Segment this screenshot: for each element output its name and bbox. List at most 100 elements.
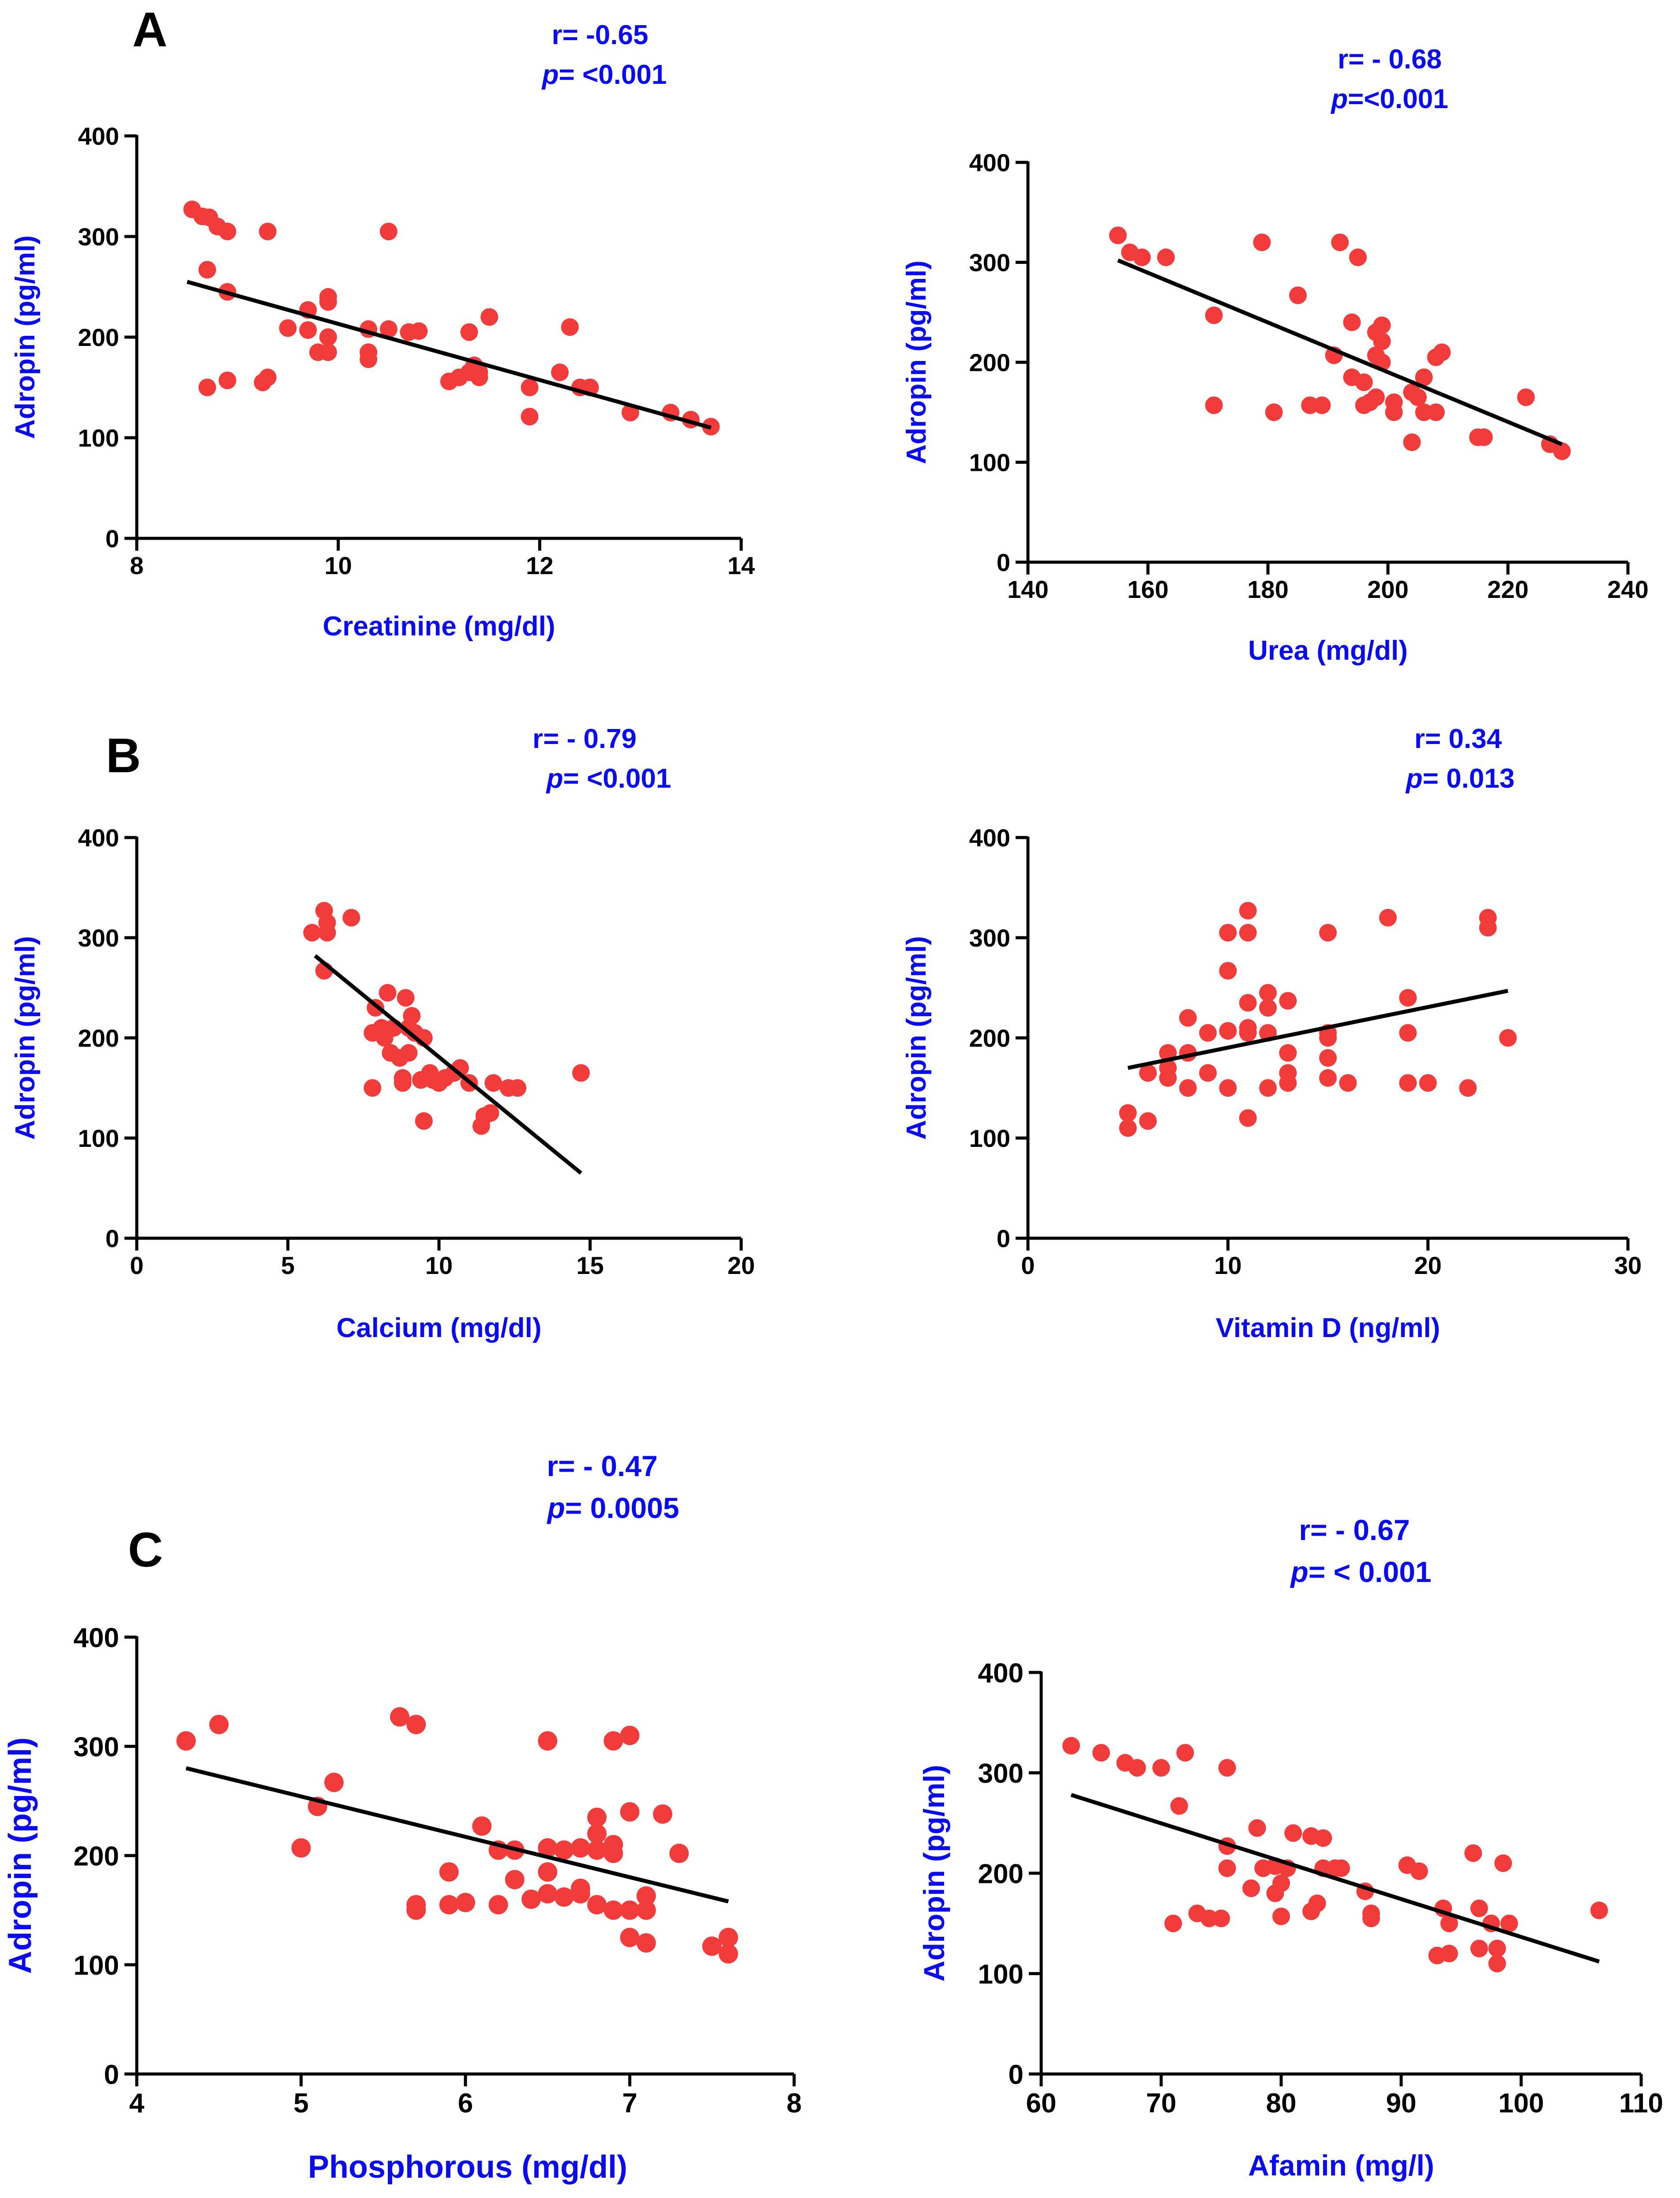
stat-p-symbol: p: [1330, 84, 1348, 114]
data-point: [1319, 1029, 1337, 1047]
data-point: [397, 989, 415, 1007]
data-point: [303, 924, 321, 942]
data-point: [1062, 1737, 1080, 1755]
x-tick-label: 60: [1026, 2088, 1057, 2119]
stat-p: p= < 0.001: [1290, 1556, 1431, 1588]
y-tick-label: 0: [105, 1225, 119, 1252]
data-point: [1332, 1859, 1350, 1877]
x-tick-label: 80: [1266, 2088, 1297, 2119]
data-marks: [1062, 1737, 1608, 1973]
data-point: [1494, 1854, 1512, 1872]
y-axis-title: Adropin (pg/ml): [918, 1765, 950, 1981]
data-point: [1553, 442, 1571, 460]
data-point: [209, 1715, 229, 1734]
data-point: [1343, 313, 1361, 331]
data-point: [1590, 1901, 1608, 1920]
data-point: [1279, 1074, 1297, 1092]
data-point: [299, 321, 317, 339]
data-point: [1219, 962, 1237, 980]
stat-r: r= - 0.67: [1299, 1514, 1410, 1546]
data-point: [1272, 1907, 1290, 1925]
data-point: [1410, 1862, 1428, 1880]
data-point: [719, 1927, 738, 1947]
data-point: [364, 1079, 382, 1097]
data-point: [1313, 396, 1331, 414]
x-axis-title: Vitamin D (ng/ml): [1216, 1313, 1440, 1343]
data-point: [279, 319, 297, 337]
data-point: [604, 1844, 623, 1864]
y-tick-label: 300: [74, 1732, 119, 1762]
x-tick-label: 110: [1619, 2088, 1663, 2119]
x-tick-label: 5: [281, 1251, 295, 1279]
data-point: [587, 1807, 607, 1827]
data-point: [198, 379, 216, 396]
x-tick-label: 14: [728, 552, 755, 579]
data-point: [1284, 1824, 1302, 1842]
data-point: [1319, 1049, 1337, 1067]
data-point: [604, 1731, 623, 1751]
data-point: [521, 408, 539, 426]
data-point: [1212, 1909, 1230, 1927]
regression-line: [1127, 988, 1508, 1070]
data-point: [1440, 1945, 1458, 1962]
data-point: [702, 1936, 722, 1956]
y-tick-label: 200: [78, 1024, 119, 1052]
data-point: [1399, 989, 1417, 1007]
data-point: [1259, 984, 1277, 1002]
stat-p-symbol: p: [546, 763, 563, 794]
data-point: [470, 368, 488, 387]
data-point: [1314, 1829, 1332, 1847]
data-point: [561, 318, 579, 336]
data-point: [1219, 1022, 1237, 1040]
stat-p: p=<0.001: [1330, 84, 1448, 114]
data-point: [1179, 1079, 1197, 1097]
y-axis-title: Adropin (pg/ml): [3, 1737, 38, 1974]
data-point: [1272, 1874, 1290, 1892]
data-point: [1427, 403, 1445, 421]
data-point: [1159, 1069, 1177, 1087]
data-point: [319, 328, 337, 346]
data-point: [636, 1886, 656, 1906]
chart-phosphorous: r= - 0.47 p= 0.0005 0 100 200 300 400 4 5 6 7 8 P…: [3, 1450, 802, 2185]
panel-label-c: C: [128, 1523, 163, 1577]
stat-p-symbol: p: [546, 1492, 565, 1524]
data-point: [218, 372, 236, 390]
data-point: [1179, 1009, 1197, 1027]
data-point: [259, 368, 277, 387]
data-point: [620, 1927, 640, 1947]
y-tick-label: 200: [978, 1859, 1024, 1889]
x-tick-label: 20: [728, 1251, 755, 1279]
data-point: [1219, 1079, 1237, 1097]
stat-p: p= <0.001: [546, 763, 671, 794]
y-tick-label: 100: [78, 1124, 119, 1152]
x-tick-label: 15: [576, 1251, 604, 1279]
data-point: [1259, 999, 1277, 1017]
stat-r: r= - 0.68: [1338, 44, 1442, 75]
data-point: [1385, 403, 1403, 421]
x-axis-title: Urea (mg/dl): [1248, 635, 1408, 666]
data-point: [1355, 373, 1373, 391]
axes: 0 100 200 300 400 0 10 20 30: [969, 824, 1642, 1279]
stat-p-value: =<0.001: [1348, 84, 1448, 114]
data-point: [415, 1112, 433, 1130]
data-point: [1440, 1914, 1458, 1932]
data-point: [1218, 1859, 1236, 1877]
x-tick-label: 12: [526, 552, 553, 579]
data-point: [1253, 233, 1271, 252]
x-tick-label: 90: [1386, 2088, 1417, 2119]
data-point: [1239, 1024, 1257, 1042]
data-point: [1459, 1079, 1477, 1097]
y-tick-label: 300: [978, 1758, 1024, 1789]
data-point: [379, 222, 398, 240]
data-point: [480, 308, 499, 326]
panel-label-b: B: [106, 729, 141, 783]
data-point: [509, 1079, 527, 1097]
y-tick-label: 400: [969, 824, 1010, 852]
x-tick-label: 7: [622, 2088, 637, 2119]
data-point: [1289, 286, 1307, 304]
x-tick-label: 0: [1021, 1251, 1035, 1279]
y-tick-label: 300: [78, 924, 119, 952]
stat-p-symbol: p: [1290, 1556, 1308, 1588]
